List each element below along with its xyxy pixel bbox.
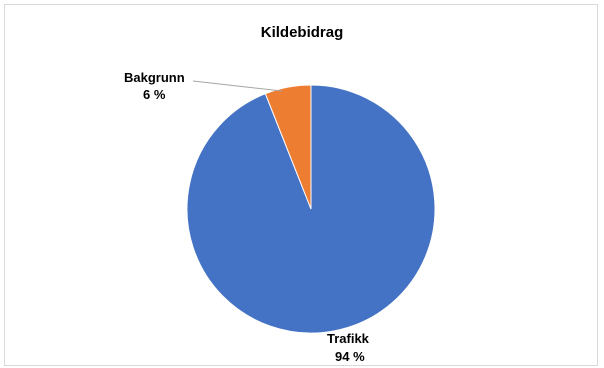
- pie-slice-bakgrunn: [264, 84, 312, 210]
- slice-label-trafikk-value: 94 %: [335, 349, 365, 364]
- slice-label-bakgrunn-value: 6 %: [143, 87, 166, 102]
- pie-chart: Bakgrunn 6 % Trafikk 94 %: [124, 70, 436, 364]
- chart-title: Kildebidrag: [260, 24, 344, 41]
- slice-label-bakgrunn-name: Bakgrunn: [124, 70, 185, 85]
- chart-frame: Kildebidrag Bakgrunn 6 % Trafikk 94 %: [4, 4, 598, 366]
- slice-label-trafikk-name: Trafikk: [327, 331, 370, 346]
- leader-line-bakgrunn: [192, 80, 283, 92]
- pie-slices: [186, 84, 436, 334]
